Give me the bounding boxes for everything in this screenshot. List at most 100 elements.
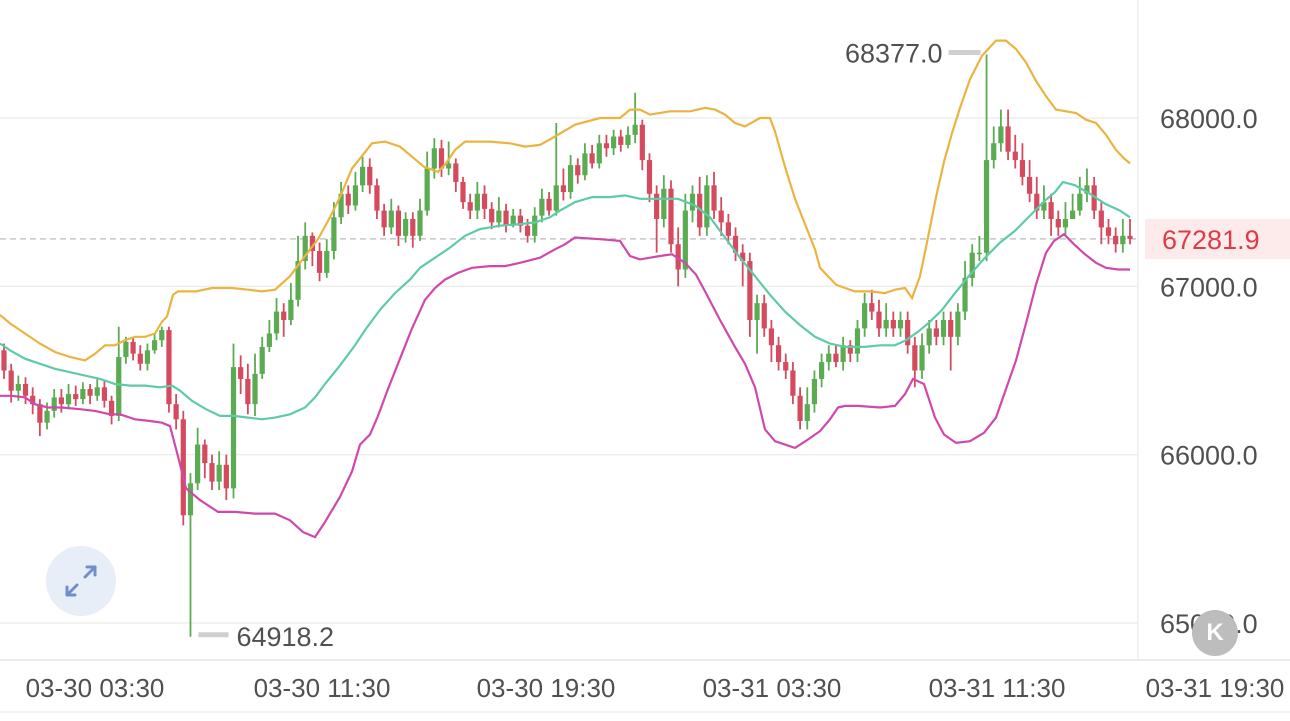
candle — [611, 129, 617, 156]
candle — [991, 126, 997, 169]
candle — [80, 382, 86, 405]
candle — [646, 153, 653, 203]
candle-body — [403, 219, 409, 236]
candle — [897, 311, 904, 337]
candle — [704, 175, 710, 236]
candle — [1098, 202, 1104, 245]
candle — [582, 143, 588, 181]
candle — [202, 439, 208, 479]
candle-body — [955, 311, 961, 337]
candle — [890, 311, 896, 337]
candle-body — [438, 148, 445, 169]
candle — [381, 203, 387, 236]
kline-toggle-button[interactable]: K — [1192, 610, 1238, 656]
candle — [259, 336, 265, 379]
candle-body — [1026, 176, 1033, 194]
max-price-label: 68377.0 — [845, 39, 943, 69]
candle-body — [80, 389, 86, 400]
candle-body — [625, 134, 631, 145]
candle — [661, 175, 667, 228]
candle — [905, 311, 911, 354]
candle — [517, 208, 523, 233]
candle — [761, 294, 767, 337]
candle — [116, 326, 122, 421]
candle — [933, 320, 939, 346]
candle — [854, 320, 861, 363]
candle — [1062, 202, 1069, 236]
candle-body — [575, 165, 581, 176]
min-price-label: 64918.2 — [236, 622, 334, 652]
candle — [567, 155, 574, 199]
candle — [546, 192, 552, 216]
candle-body — [316, 250, 323, 273]
last-price-tag: 67281.9 — [1145, 218, 1290, 259]
candle-body — [1041, 202, 1047, 211]
candle-body — [682, 210, 688, 270]
candle — [431, 138, 437, 179]
candle-body — [73, 394, 79, 400]
candle-body — [754, 303, 760, 320]
candle-body — [819, 362, 825, 379]
candle — [1077, 176, 1083, 216]
y-tick-label: 66000.0 — [1160, 441, 1258, 471]
candle — [955, 303, 961, 346]
candle — [826, 345, 832, 371]
candle — [711, 171, 717, 219]
candle-body — [560, 185, 567, 193]
candle — [1091, 176, 1097, 219]
candle — [403, 212, 409, 243]
candle — [295, 235, 301, 307]
candle-body — [173, 404, 179, 420]
candle-body — [180, 419, 186, 516]
candle-body — [288, 299, 294, 320]
candle — [395, 205, 402, 246]
candle — [489, 202, 495, 230]
candle — [1034, 176, 1040, 219]
candle-body — [1019, 160, 1026, 177]
candle — [223, 454, 229, 501]
candle-body — [668, 188, 674, 245]
candle-body — [489, 208, 495, 223]
candle — [324, 239, 330, 278]
candle-body — [532, 215, 538, 236]
candle — [245, 363, 251, 415]
last-price-tag-bg — [1145, 218, 1290, 259]
candle-body — [195, 444, 201, 484]
candle-body — [223, 464, 229, 489]
candle — [976, 235, 982, 262]
candle-body — [1077, 193, 1083, 211]
candle-body — [1084, 185, 1090, 194]
candle — [718, 197, 724, 236]
candle-body — [1098, 210, 1104, 228]
expand-icon — [65, 565, 97, 597]
candle-body — [790, 370, 796, 396]
candle-body — [424, 168, 430, 211]
candle-body — [94, 387, 100, 396]
last-price-value: 67281.9 — [1162, 225, 1260, 255]
candle-body — [374, 185, 380, 211]
candle — [460, 176, 466, 209]
candle-body — [238, 367, 244, 379]
y-tick-label: 67000.0 — [1160, 272, 1258, 302]
candle-body — [388, 210, 394, 228]
candle — [481, 185, 488, 219]
candle-body — [503, 210, 509, 226]
candle-body — [345, 193, 351, 206]
candle — [359, 156, 366, 193]
candle-body — [37, 404, 43, 423]
candle — [195, 427, 201, 491]
candle — [998, 109, 1004, 152]
candle-body — [1062, 219, 1069, 228]
candle-body — [854, 328, 861, 354]
candle-body — [202, 444, 208, 464]
candle-body — [998, 126, 1004, 144]
candle — [503, 203, 509, 233]
candle-body — [546, 198, 552, 211]
x-tick-label: 03-30 19:30 — [477, 673, 616, 703]
candle-body — [22, 383, 29, 396]
candle — [833, 345, 839, 368]
x-tick-label: 03-31 03:30 — [703, 673, 842, 703]
expand-button[interactable] — [46, 546, 116, 616]
